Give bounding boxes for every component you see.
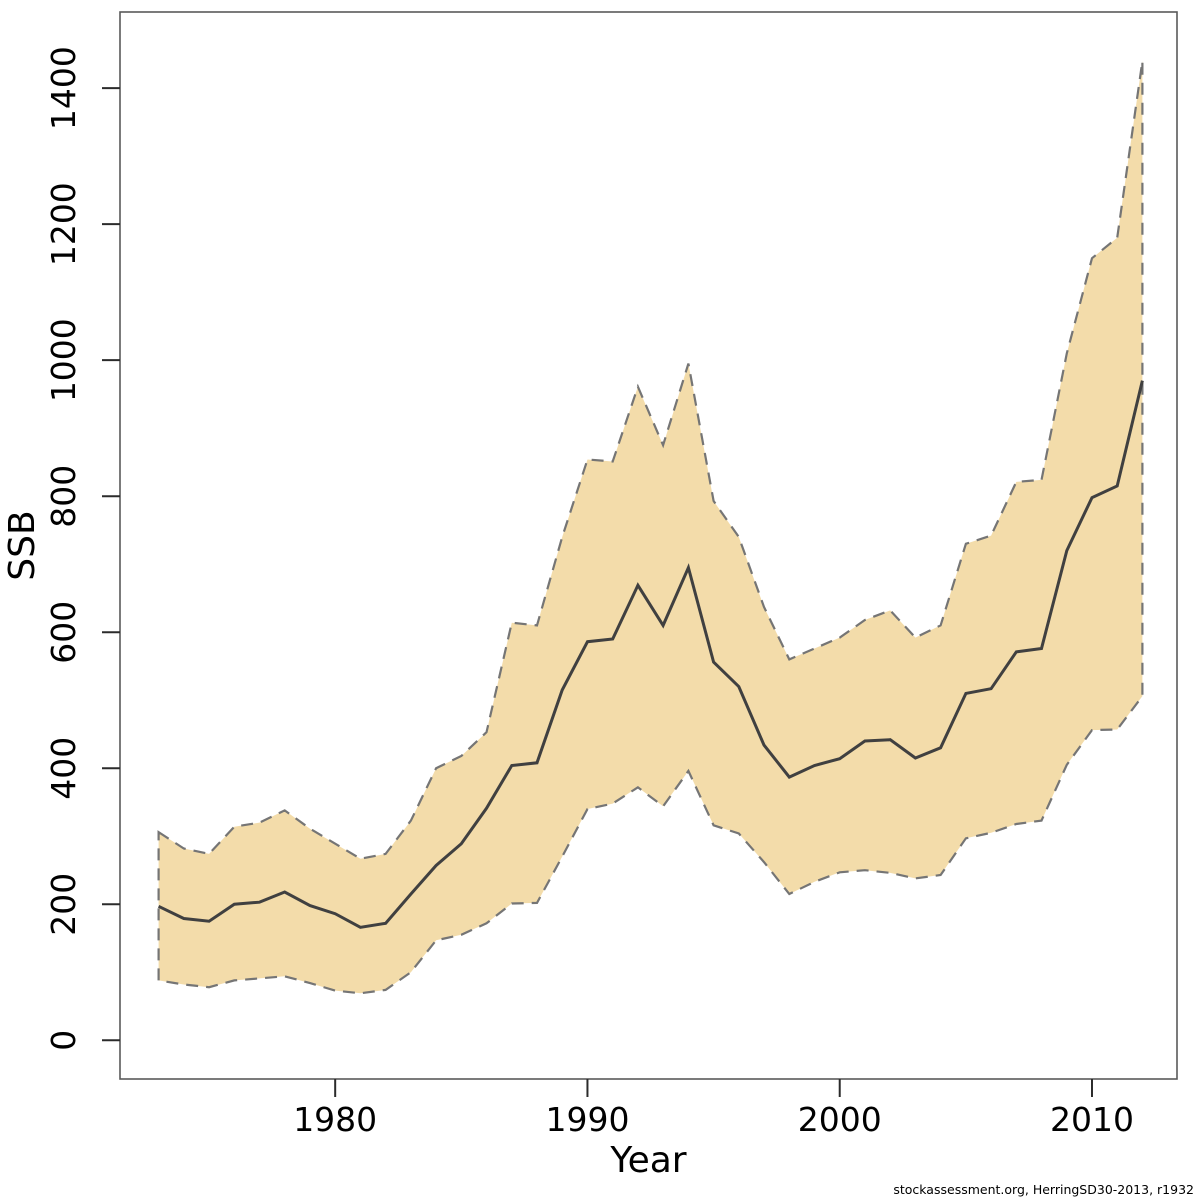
y-tick-label: 200 <box>44 873 83 936</box>
x-tick-label: 2000 <box>798 1100 882 1139</box>
y-tick-label: 400 <box>44 737 83 800</box>
y-tick-label: 0 <box>44 1030 83 1051</box>
plot-box <box>119 11 1178 1080</box>
confidence-band <box>158 61 1143 994</box>
y-tick-label: 1000 <box>44 318 83 402</box>
ssb-estimate-line <box>157 380 1144 929</box>
x-tick-label: 2010 <box>1050 1100 1134 1139</box>
x-axis-title: Year <box>609 1140 686 1181</box>
x-tick-label: 1980 <box>293 1100 377 1139</box>
y-tick-label: 600 <box>44 601 83 664</box>
watermark-text: stockassessment.org, HerringSD30-2013, r… <box>893 1182 1194 1197</box>
y-tick-label: 1400 <box>44 46 83 130</box>
y-tick-label: 1200 <box>44 182 83 266</box>
confidence-band-border <box>157 60 1144 995</box>
y-axis-title: SSB <box>2 510 43 580</box>
x-tick-label: 1990 <box>545 1100 629 1139</box>
y-tick-label: 800 <box>44 465 83 528</box>
